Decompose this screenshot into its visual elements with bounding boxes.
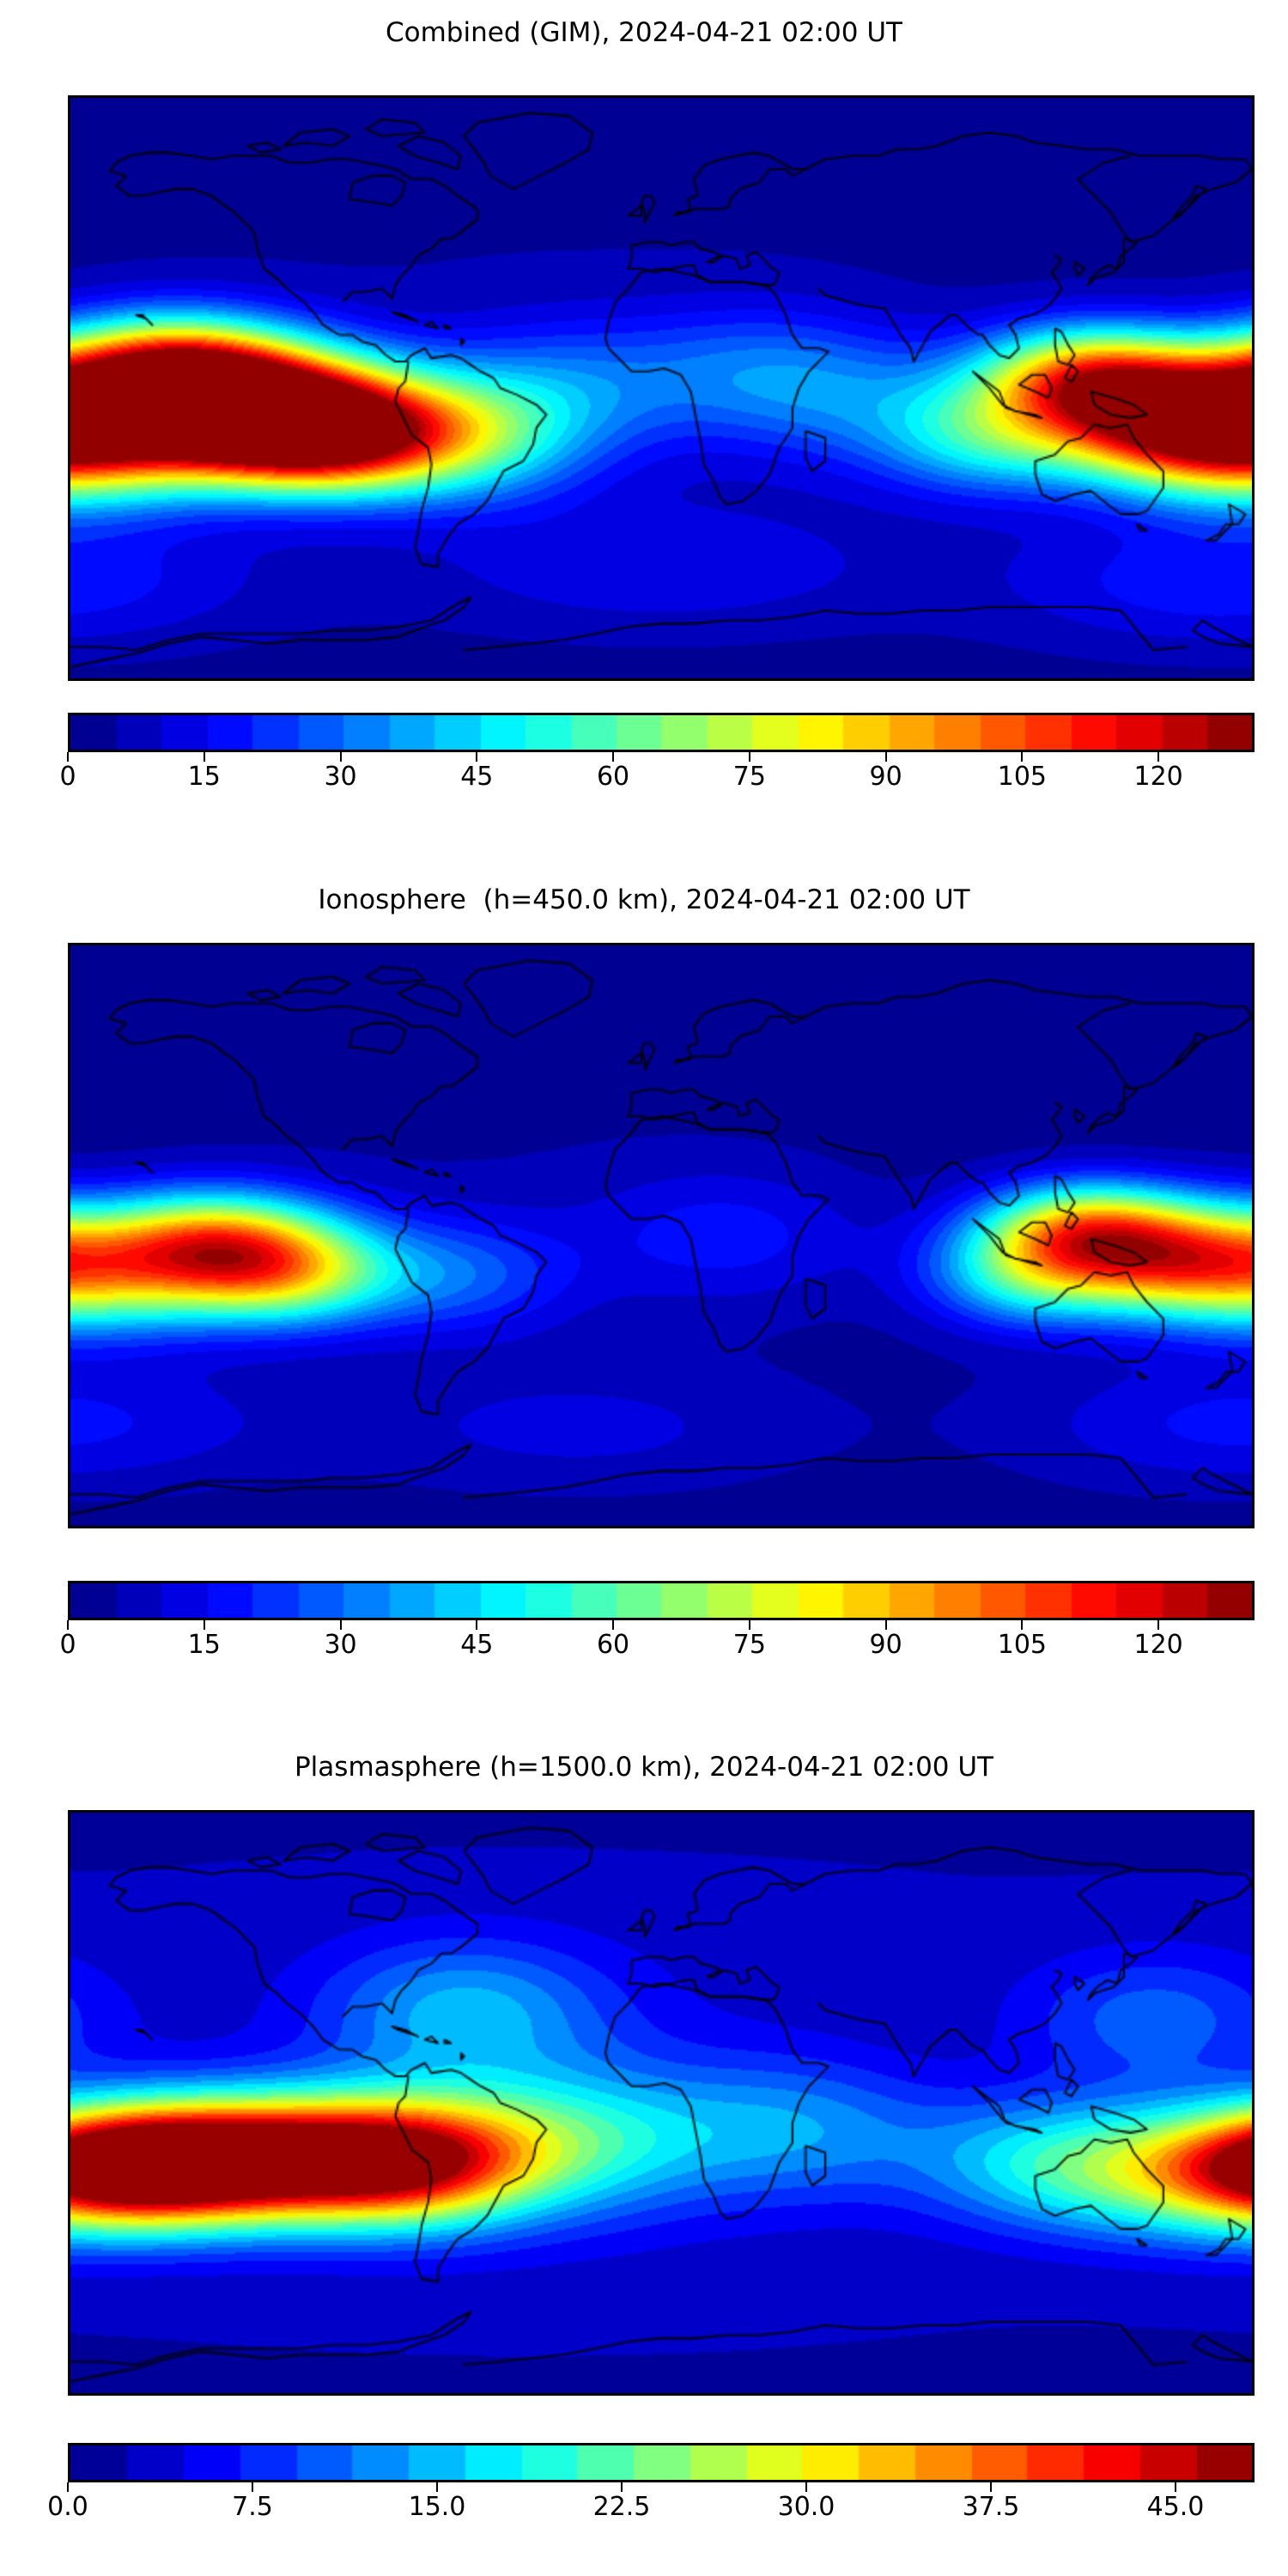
panel-plasmasphere: Plasmasphere (h=1500.0 km), 2024-04-21 0… <box>0 0 1288 2520</box>
colorbar-tick-label: 105 <box>997 762 1048 792</box>
map-axes-ionosphere <box>68 943 1255 1528</box>
colorbar-tick-label: 0 <box>59 1630 76 1660</box>
colorbar-tick-label: 60 <box>596 762 630 792</box>
panel-combined: Combined (GIM), 2024-04-21 02:00 UT 0 15 3… <box>0 0 1288 859</box>
colorbar-tick-mark <box>476 1620 478 1630</box>
colorbar-tick-label: 45 <box>460 762 494 792</box>
colorbar-tick-label: 30 <box>324 1630 357 1660</box>
colorbar-combined <box>68 713 1255 752</box>
colorbar-tick-mark <box>1021 1620 1024 1630</box>
colorbar-tick-mark <box>476 752 478 762</box>
colorbar-gradient-ionosphere <box>70 1583 1252 1618</box>
colorbar-tick-label: 37.5 <box>962 2492 1020 2522</box>
colorbar-tick-mark <box>252 2482 253 2492</box>
panel-ionosphere: Ionosphere (h=450.0 km), 2024-04-21 02:0… <box>0 0 1288 1658</box>
colorbar-tick-label: 0 <box>59 762 76 792</box>
colorbar-tick-mark <box>612 752 615 762</box>
tec-map-combined <box>70 98 1252 678</box>
colorbar-tick-mark <box>612 1620 615 1630</box>
colorbar-tick-mark <box>339 1620 342 1630</box>
colorbar-ticks-ionosphere: 0 15 30 45 60 75 90 105 120 <box>59 1620 1249 1672</box>
colorbar-gradient-plasmasphere <box>70 2445 1252 2480</box>
colorbar-tick-mark <box>203 752 205 762</box>
map-axes-plasmasphere <box>68 1810 1255 2396</box>
colorbar-tick-mark <box>1175 2482 1176 2492</box>
colorbar-tick-label: 75 <box>732 762 766 792</box>
colorbar-tick-mark <box>436 2482 438 2492</box>
colorbar-tick-mark <box>990 2482 992 2492</box>
colorbar-tick-mark <box>884 752 887 762</box>
map-axes-combined <box>68 95 1255 681</box>
colorbar-tick-label: 0.0 <box>47 2492 88 2522</box>
colorbar-tick-mark <box>621 2482 623 2492</box>
panel-title-plasmasphere: Plasmasphere (h=1500.0 km), 2024-04-21 0… <box>294 1752 993 1783</box>
colorbar-tick-mark <box>1021 752 1024 762</box>
colorbar-ticks-plasmasphere: 0.0 7.5 15.0 22.5 30.0 37.5 45.0 <box>47 2482 1249 2534</box>
colorbar-tick-label: 90 <box>869 1630 902 1660</box>
panel-title-ionosphere: Ionosphere (h=450.0 km), 2024-04-21 02:0… <box>318 884 970 915</box>
colorbar-tick-label: 120 <box>1133 1630 1183 1660</box>
colorbar-ionosphere <box>68 1581 1255 1620</box>
colorbar-tick-mark <box>748 752 750 762</box>
colorbar-tick-label: 15 <box>187 1630 221 1660</box>
colorbar-plasmasphere <box>68 2443 1255 2482</box>
colorbar-tick-label: 105 <box>997 1630 1048 1660</box>
colorbar-ticks-combined: 0 15 30 45 60 75 90 105 120 <box>59 752 1249 804</box>
tec-map-ionosphere <box>70 945 1252 1526</box>
colorbar-tick-label: 15 <box>187 762 221 792</box>
colorbar-tick-mark <box>67 1620 69 1630</box>
colorbar-tick-mark <box>805 2482 807 2492</box>
tec-map-plasmasphere <box>70 1813 1252 2393</box>
colorbar-tick-label: 7.5 <box>232 2492 273 2522</box>
colorbar-tick-mark <box>339 752 342 762</box>
colorbar-tick-mark <box>67 752 69 762</box>
colorbar-tick-mark <box>884 1620 887 1630</box>
colorbar-tick-label: 75 <box>732 1630 766 1660</box>
colorbar-tick-mark <box>203 1620 205 1630</box>
colorbar-tick-mark <box>1157 1620 1160 1630</box>
colorbar-tick-mark <box>67 2482 69 2492</box>
colorbar-tick-mark <box>1157 752 1160 762</box>
colorbar-tick-label: 22.5 <box>592 2492 651 2522</box>
colorbar-tick-label: 45.0 <box>1146 2492 1205 2522</box>
colorbar-tick-mark <box>748 1620 750 1630</box>
colorbar-tick-label: 30 <box>324 762 357 792</box>
colorbar-tick-label: 60 <box>596 1630 630 1660</box>
colorbar-tick-label: 45 <box>460 1630 494 1660</box>
colorbar-gradient-combined <box>70 715 1252 750</box>
colorbar-tick-label: 15.0 <box>408 2492 466 2522</box>
colorbar-tick-label: 120 <box>1133 762 1183 792</box>
colorbar-tick-label: 90 <box>869 762 902 792</box>
colorbar-tick-label: 30.0 <box>777 2492 835 2522</box>
panel-title-combined: Combined (GIM), 2024-04-21 02:00 UT <box>386 17 902 48</box>
